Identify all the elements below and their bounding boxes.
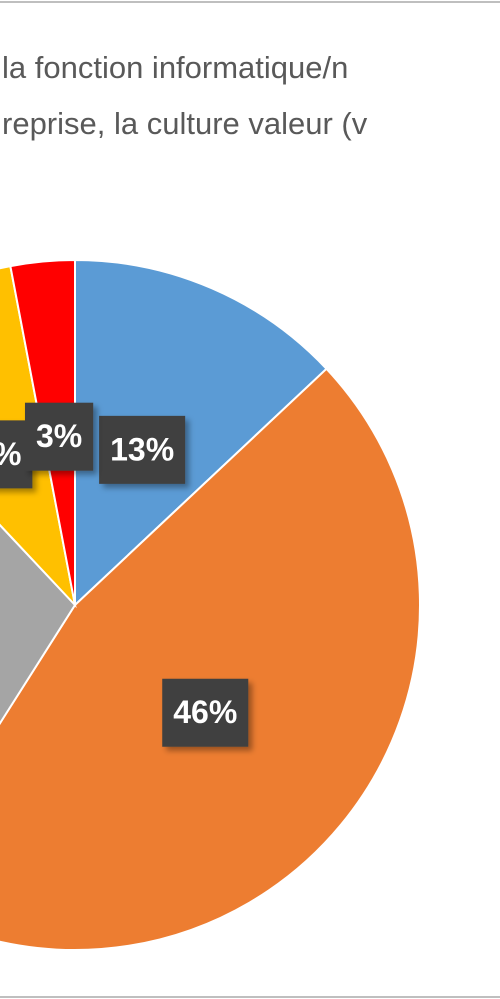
data-label-box: 46% (162, 678, 249, 747)
label-background (99, 415, 186, 484)
data-label-box: 13% (99, 415, 186, 484)
data-label: 13% (110, 431, 174, 467)
data-label-box: 3% (24, 402, 94, 471)
chart-title: la fonction informatique/n (2, 50, 348, 85)
pie-slice (74, 258, 328, 608)
data-label: 9% (0, 436, 21, 472)
data-labels: 13%46%29%9%3% (0, 402, 249, 747)
label-background (162, 678, 249, 747)
data-label: 3% (36, 418, 82, 454)
pie-slice (0, 367, 421, 951)
pie-slice (0, 523, 77, 726)
label-background (24, 402, 94, 471)
pie (0, 258, 421, 951)
data-label: 46% (173, 694, 237, 730)
chart-title: reprise, la culture valeur (v (2, 106, 368, 141)
